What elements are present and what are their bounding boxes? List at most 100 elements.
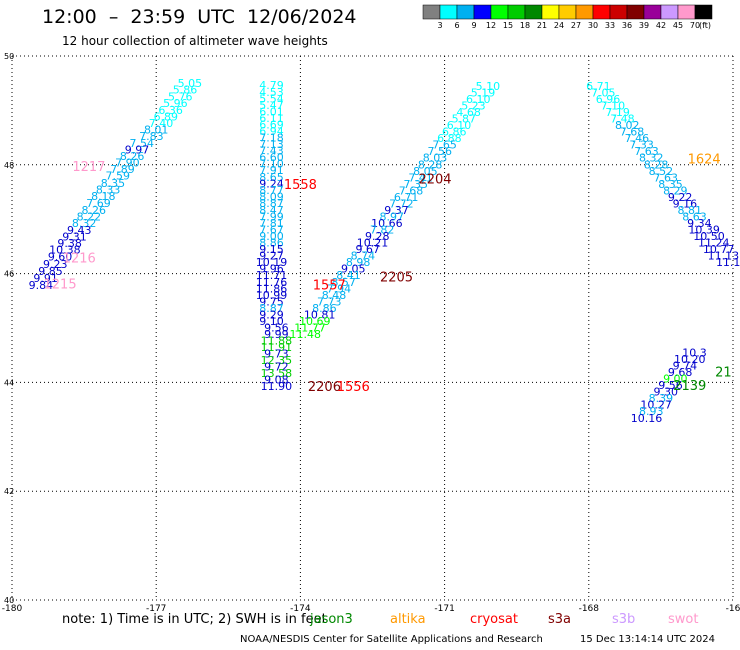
mission-swot: swot <box>668 612 699 627</box>
wave-height-point: 7.41 <box>408 171 433 184</box>
x-tick-label: -16 <box>726 604 740 614</box>
x-tick-label: -180 <box>2 604 23 614</box>
track-id-label: 1217 <box>72 160 105 175</box>
wave-height-point: 8.03 <box>423 152 448 165</box>
legend-swatch <box>609 4 628 20</box>
wave-height-point: 8.39 <box>649 392 674 405</box>
track-id-label: 2139 <box>673 379 706 394</box>
legend-swatch <box>422 4 441 20</box>
track-id-label: 2205 <box>380 270 413 285</box>
track-id-label: 21 <box>715 366 732 381</box>
wave-height-point: 10.21 <box>357 237 389 250</box>
wave-height-point: 9.56 <box>264 321 289 334</box>
x-tick-label: -177 <box>146 604 166 614</box>
wave-height-point: 11.76 <box>256 276 288 289</box>
wave-height-point: 7.18 <box>259 132 284 145</box>
wave-height-point: 8.22 <box>77 210 102 223</box>
wave-height-point: 9.73 <box>264 348 289 361</box>
mission-s3b: s3b <box>612 612 636 627</box>
x-tick-label: -168 <box>579 604 600 614</box>
wave-height-point: 8.63 <box>682 210 707 223</box>
wave-height-point: 9.23 <box>43 258 68 271</box>
wave-height-point: 9.84 <box>29 279 54 292</box>
wave-height-point: 7.68 <box>620 126 645 139</box>
wave-height-point: 6.10 <box>447 119 472 132</box>
wave-height-point: 11.24 <box>698 237 730 250</box>
legend-label: 36 <box>622 21 632 30</box>
legend-swatch <box>456 4 475 20</box>
wave-height-point: 7.73 <box>317 295 342 308</box>
wave-height-point: 9.72 <box>264 361 289 374</box>
wave-height-point: 8.74 <box>351 250 376 263</box>
wave-height-point: 4.68 <box>456 106 481 119</box>
wave-height-point: 7.10 <box>259 158 284 171</box>
legend-label: 12 <box>486 21 496 30</box>
wave-height-point: 8.41 <box>336 269 361 282</box>
legend-swatch <box>507 4 526 20</box>
wave-height-point: 8.77 <box>259 184 284 197</box>
wave-height-point: 6.71 <box>394 191 419 204</box>
wave-height-point: 7.59 <box>105 170 130 183</box>
wave-height-point: 8.05 <box>413 165 438 178</box>
wave-height-point: 9.24 <box>259 177 284 190</box>
wave-height-point: 7.90 <box>115 157 140 170</box>
wave-height-point: 8.98 <box>346 256 371 269</box>
wave-height-point: 8.26 <box>120 150 145 163</box>
wave-height-point: 7.68 <box>399 184 424 197</box>
wave-height-point: 7.99 <box>259 210 284 223</box>
wave-height-point: 9.22 <box>668 191 693 204</box>
wave-height-point: 8.29 <box>663 184 688 197</box>
wave-height-point: 9.16 <box>673 197 698 210</box>
legend-label: 9 <box>471 21 476 30</box>
wave-height-point: 8.01 <box>144 123 169 136</box>
wave-height-point: 8.87 <box>259 197 284 210</box>
wave-height-point: 11.48 <box>289 328 321 341</box>
wave-height-point: 10.81 <box>304 308 336 321</box>
wave-height-point: 9.68 <box>668 366 693 379</box>
wave-height-point: 9.08 <box>264 374 289 387</box>
wave-height-point: 11.90 <box>261 380 293 393</box>
legend-label: 21 <box>537 21 547 30</box>
wave-height-point: 6.94 <box>259 125 284 138</box>
wave-height-point: 9.43 <box>67 224 92 237</box>
wave-height-point: 6.86 <box>442 126 467 139</box>
wave-height-point: 7.63 <box>634 145 659 158</box>
wave-height-point: 11.77 <box>294 321 326 334</box>
wave-height-point: 8.86 <box>259 237 284 250</box>
wave-height-point: 10.66 <box>371 217 403 230</box>
wave-height-point: 5.86 <box>173 84 198 97</box>
wave-height-point: 8.93 <box>639 405 664 418</box>
wave-height-point: 10.3 <box>682 346 707 359</box>
wave-height-point: 7.63 <box>653 171 678 184</box>
wave-height-point: 6.89 <box>154 110 179 123</box>
mission-jason3: jason3 <box>310 612 353 627</box>
wave-height-point: 8.32 <box>639 152 664 165</box>
wave-height-point: 9.67 <box>355 243 380 256</box>
wave-height-point: 11.1 <box>716 256 740 269</box>
wave-height-point: 10.16 <box>631 412 663 425</box>
legend-label: 27 <box>571 21 581 30</box>
wave-height-point: 6.11 <box>259 112 284 125</box>
wave-height-point: 8.52 <box>649 165 674 178</box>
track-id-label: 2204 <box>418 172 451 187</box>
wave-height-point: 7.89 <box>110 163 135 176</box>
wave-height-point: 9.00 <box>259 230 284 243</box>
legend-label: 6 <box>454 21 459 30</box>
wave-height-point: 8.02 <box>615 119 640 132</box>
legend-label: 24 <box>554 21 564 30</box>
wave-height-point: 9.60 <box>48 251 73 264</box>
wave-height-point: 8.26 <box>81 204 106 217</box>
credit-text: NOAA/NESDIS Center for Satellite Applica… <box>240 634 543 645</box>
wave-height-point: 10.38 <box>49 244 81 257</box>
wave-height-point: 6.60 <box>259 151 284 164</box>
wave-height-point: 8.28 <box>644 158 669 171</box>
legend-label: 18 <box>520 21 530 30</box>
wave-height-point: 10.50 <box>693 230 725 243</box>
wave-height-point: 10.19 <box>256 256 288 269</box>
wave-height-point: 10.27 <box>640 399 672 412</box>
wave-height-point: 7.40 <box>149 117 174 130</box>
legend-label: 70 <box>690 21 700 30</box>
wave-height-point: 7.72 <box>389 197 414 210</box>
legend-label: 3 <box>437 21 442 30</box>
